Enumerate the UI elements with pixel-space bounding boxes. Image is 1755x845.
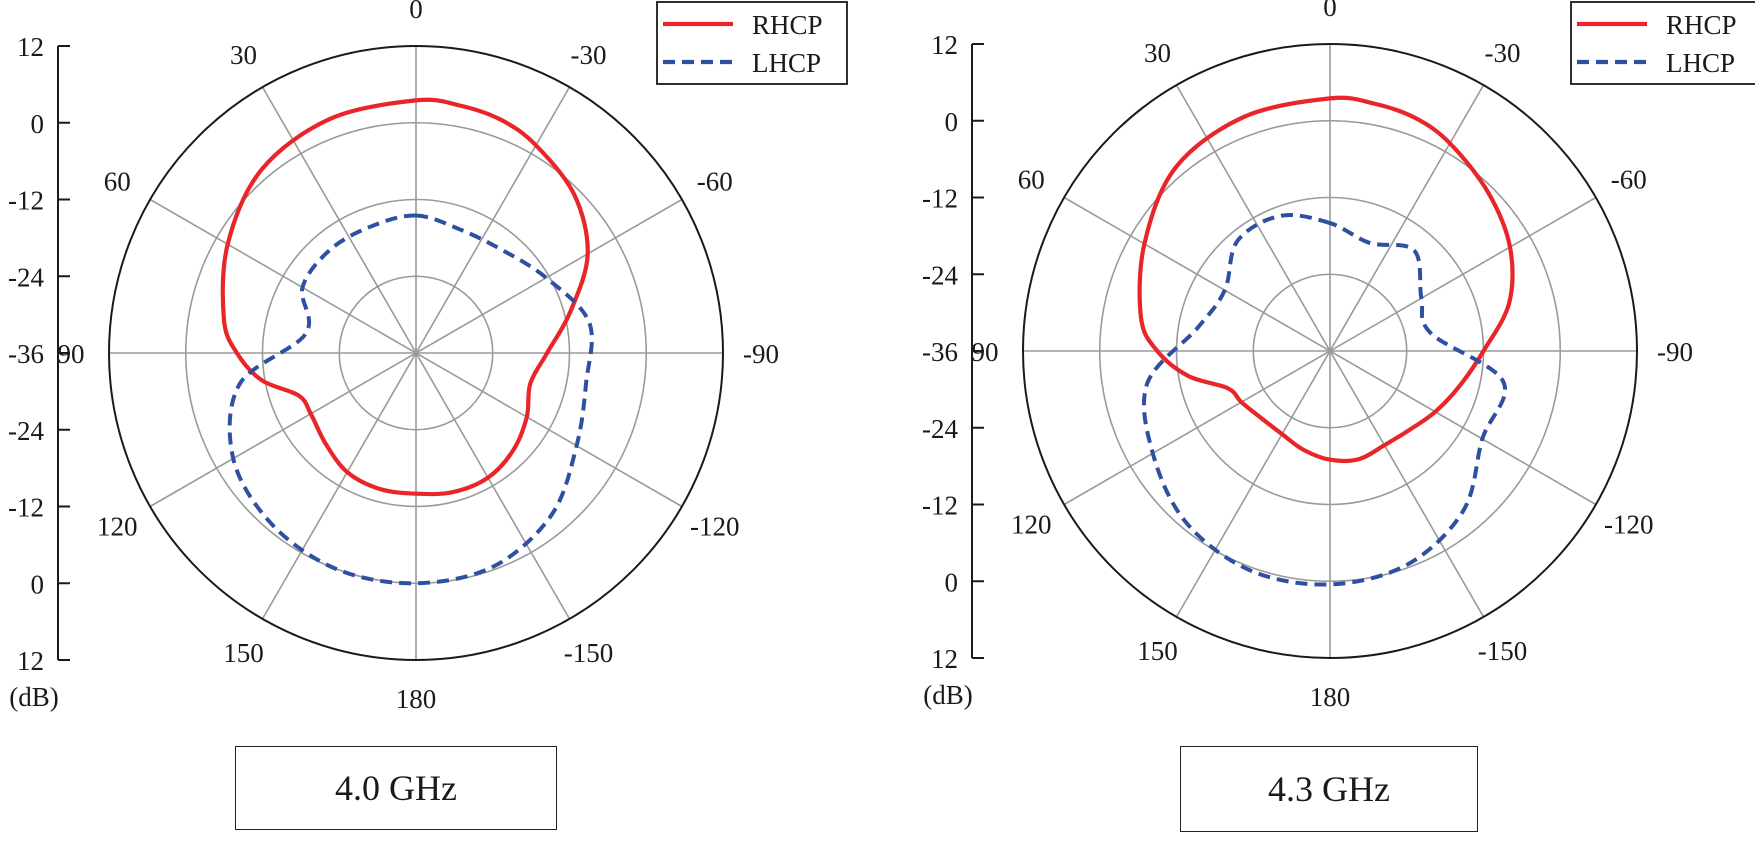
radial-tick-label: 0 bbox=[945, 567, 959, 597]
radial-tick-label: -24 bbox=[922, 414, 958, 444]
angle-tick-label: 120 bbox=[97, 512, 138, 542]
series-lhcp-curve bbox=[227, 213, 594, 586]
legend-box bbox=[1570, 1, 1755, 85]
polar-chart-2: 0306090120150180-150-120-90-60-30120-12-… bbox=[922, 0, 1755, 712]
legend-box bbox=[656, 1, 848, 85]
angle-tick-label: -120 bbox=[690, 512, 740, 542]
radial-tick-label: 12 bbox=[931, 30, 958, 60]
radial-tick-label: 12 bbox=[17, 646, 44, 676]
angle-tick-label: 60 bbox=[104, 167, 131, 197]
angle-tick-label: 180 bbox=[396, 684, 437, 714]
legend-label-lhcp: LHCP bbox=[752, 48, 821, 78]
radial-tick-label: 0 bbox=[945, 107, 959, 137]
angle-tick-label: -150 bbox=[1478, 636, 1528, 666]
angle-tick-label: -120 bbox=[1604, 510, 1654, 540]
angle-tick-label: 120 bbox=[1011, 510, 1052, 540]
angle-tick-label: 0 bbox=[409, 0, 423, 24]
radial-tick-label: 0 bbox=[31, 109, 45, 139]
grid-spoke bbox=[1175, 84, 1485, 618]
angle-tick-label: -60 bbox=[697, 167, 733, 197]
angle-tick-label: -60 bbox=[1611, 165, 1647, 195]
series-rhcp-curve bbox=[220, 97, 590, 497]
angle-tick-label: 150 bbox=[1137, 636, 1178, 666]
angle-tick-label: -150 bbox=[564, 638, 614, 668]
polar-chart-1: 0306090120150180-150-120-90-60-30120-12-… bbox=[8, 0, 848, 714]
outer-circle bbox=[108, 45, 724, 661]
angle-tick-label: -30 bbox=[571, 40, 607, 70]
frequency-label-4-0-ghz: 4.0 GHz bbox=[235, 746, 557, 830]
angle-tick-label: -30 bbox=[1485, 38, 1521, 68]
radial-tick-label: -36 bbox=[8, 339, 44, 369]
legend-label-rhcp: RHCP bbox=[1666, 10, 1737, 40]
legend-label-lhcp: LHCP bbox=[1666, 48, 1735, 78]
radial-tick-label: 0 bbox=[31, 569, 45, 599]
grid-spoke bbox=[261, 86, 571, 620]
radial-tick-label: -12 bbox=[922, 184, 958, 214]
angle-tick-label: 60 bbox=[1018, 165, 1045, 195]
angle-tick-label: 30 bbox=[1144, 38, 1171, 68]
legend-label-rhcp: RHCP bbox=[752, 10, 823, 40]
angle-tick-label: 30 bbox=[230, 40, 257, 70]
radial-tick-label: 12 bbox=[931, 644, 958, 674]
angle-tick-label: -90 bbox=[743, 339, 779, 369]
radial-tick-label: -12 bbox=[8, 493, 44, 523]
radial-axis-unit: (dB) bbox=[923, 680, 973, 710]
frequency-label-4-3-ghz: 4.3 GHz bbox=[1180, 746, 1478, 832]
angle-tick-label: 180 bbox=[1310, 682, 1351, 712]
angle-tick-label: 0 bbox=[1323, 0, 1337, 22]
legend: RHCP LHCP bbox=[656, 1, 848, 85]
radial-tick-label: -12 bbox=[8, 186, 44, 216]
series-rhcp-curve bbox=[1137, 95, 1515, 463]
radial-tick-label: -24 bbox=[8, 262, 44, 292]
series-lhcp-curve bbox=[1141, 213, 1507, 587]
radial-tick-label: 12 bbox=[17, 32, 44, 62]
radial-axis-unit: (dB) bbox=[9, 682, 59, 712]
radial-tick-label: -36 bbox=[922, 337, 958, 367]
radial-tick-label: -24 bbox=[8, 416, 44, 446]
radial-tick-label: -24 bbox=[922, 260, 958, 290]
outer-circle bbox=[1022, 43, 1638, 659]
radial-tick-label: -12 bbox=[922, 491, 958, 521]
angle-tick-label: -90 bbox=[1657, 337, 1693, 367]
angle-tick-label: 150 bbox=[223, 638, 264, 668]
legend: RHCP LHCP bbox=[1570, 1, 1755, 85]
